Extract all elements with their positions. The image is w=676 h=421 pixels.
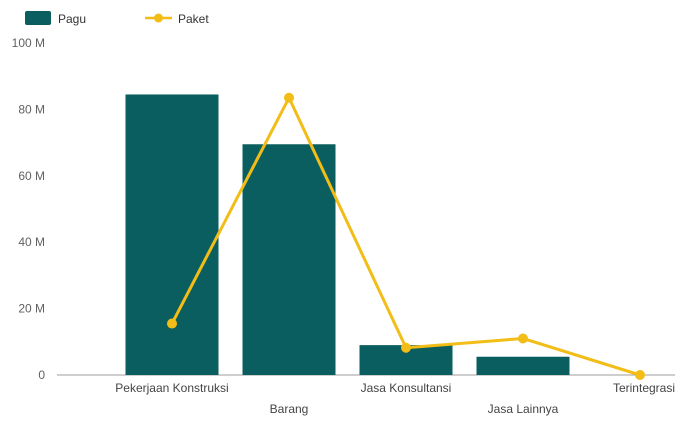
y-tick-label: 0 [38,368,45,382]
bar-pagu[interactable] [242,144,336,375]
x-tick-label: Jasa Konsultansi [361,381,452,395]
x-tick-label: Terintegrasi [613,381,675,395]
y-tick-label: 80 M [18,102,45,116]
point-paket[interactable] [401,342,411,353]
legend-label-paket: Paket [178,12,209,26]
legend-marker-paket [154,13,163,23]
x-tick-label: Barang [270,402,309,416]
point-paket[interactable] [518,333,528,344]
y-tick-label: 20 M [18,302,45,316]
y-tick-label: 40 M [18,235,45,249]
line-paket [170,96,641,377]
bar-pagu[interactable] [125,94,219,376]
y-axis: 0 20 M 40 M 60 M 80 M 100 M [12,36,46,382]
point-paket[interactable] [284,92,294,103]
x-tick-label: Pekerjaan Konstruksi [115,381,228,395]
y-tick-label: 60 M [18,169,45,183]
point-paket[interactable] [635,370,645,380]
legend[interactable]: Pagu Paket [25,11,209,26]
point-paket[interactable] [167,318,177,329]
legend-swatch-pagu [25,11,51,25]
bar-pagu[interactable] [476,356,570,375]
x-axis-labels: Pekerjaan Konstruksi Barang Jasa Konsultan… [115,381,675,416]
paket-line [167,92,645,380]
bars [125,94,570,376]
y-tick-label: 100 M [12,36,45,50]
x-tick-label: Jasa Lainnya [488,402,559,416]
legend-label-pagu: Pagu [58,12,86,26]
